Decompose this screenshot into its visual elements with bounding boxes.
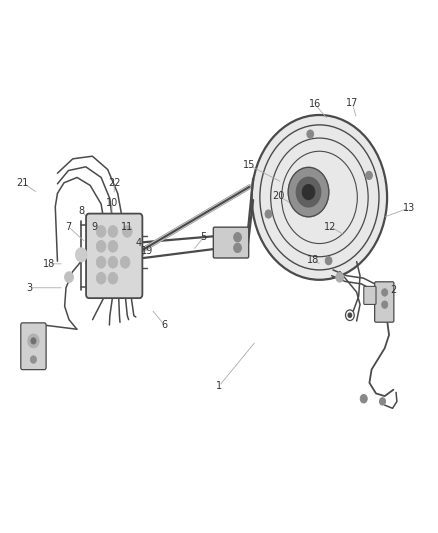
Circle shape xyxy=(96,225,106,237)
FancyBboxPatch shape xyxy=(374,282,394,322)
Text: 16: 16 xyxy=(309,99,321,109)
Circle shape xyxy=(108,272,118,284)
Text: 18: 18 xyxy=(307,255,319,264)
Circle shape xyxy=(265,210,272,218)
Text: 8: 8 xyxy=(78,206,85,216)
Circle shape xyxy=(30,356,36,364)
FancyBboxPatch shape xyxy=(213,227,249,258)
Circle shape xyxy=(108,225,118,237)
Text: 18: 18 xyxy=(42,259,55,269)
FancyBboxPatch shape xyxy=(21,323,46,369)
Circle shape xyxy=(28,334,39,348)
Text: 21: 21 xyxy=(16,177,29,188)
Text: 9: 9 xyxy=(92,222,98,232)
Text: 11: 11 xyxy=(121,222,134,232)
FancyBboxPatch shape xyxy=(364,286,376,304)
Circle shape xyxy=(120,256,130,268)
Circle shape xyxy=(379,398,385,405)
Circle shape xyxy=(108,256,118,268)
Circle shape xyxy=(302,184,314,199)
Circle shape xyxy=(96,240,106,252)
Text: 19: 19 xyxy=(141,246,153,255)
Circle shape xyxy=(252,115,387,280)
Text: 4: 4 xyxy=(135,238,141,247)
Text: 1: 1 xyxy=(216,381,222,391)
Text: 13: 13 xyxy=(403,203,415,213)
Circle shape xyxy=(31,338,36,344)
Circle shape xyxy=(366,171,372,180)
Text: 10: 10 xyxy=(106,198,118,208)
Text: 3: 3 xyxy=(26,283,32,293)
Text: 2: 2 xyxy=(391,286,397,295)
Circle shape xyxy=(96,272,106,284)
Circle shape xyxy=(288,167,329,217)
FancyBboxPatch shape xyxy=(86,214,142,298)
Circle shape xyxy=(381,301,388,309)
Text: 7: 7 xyxy=(65,222,71,232)
Circle shape xyxy=(108,240,118,252)
Circle shape xyxy=(325,256,332,265)
Circle shape xyxy=(381,289,388,296)
Text: 5: 5 xyxy=(201,232,207,243)
Text: 15: 15 xyxy=(244,160,256,171)
Circle shape xyxy=(76,248,87,262)
Circle shape xyxy=(96,256,106,268)
Circle shape xyxy=(297,177,321,207)
Text: 20: 20 xyxy=(272,191,284,201)
Text: 22: 22 xyxy=(108,177,120,188)
Circle shape xyxy=(123,225,132,237)
Circle shape xyxy=(336,272,344,282)
Circle shape xyxy=(65,272,74,282)
Circle shape xyxy=(233,232,241,242)
Circle shape xyxy=(307,130,314,138)
Text: 6: 6 xyxy=(161,320,167,330)
Circle shape xyxy=(348,313,352,317)
Circle shape xyxy=(360,394,367,403)
Text: 17: 17 xyxy=(346,98,358,108)
Text: 12: 12 xyxy=(324,222,336,232)
Circle shape xyxy=(233,243,241,253)
